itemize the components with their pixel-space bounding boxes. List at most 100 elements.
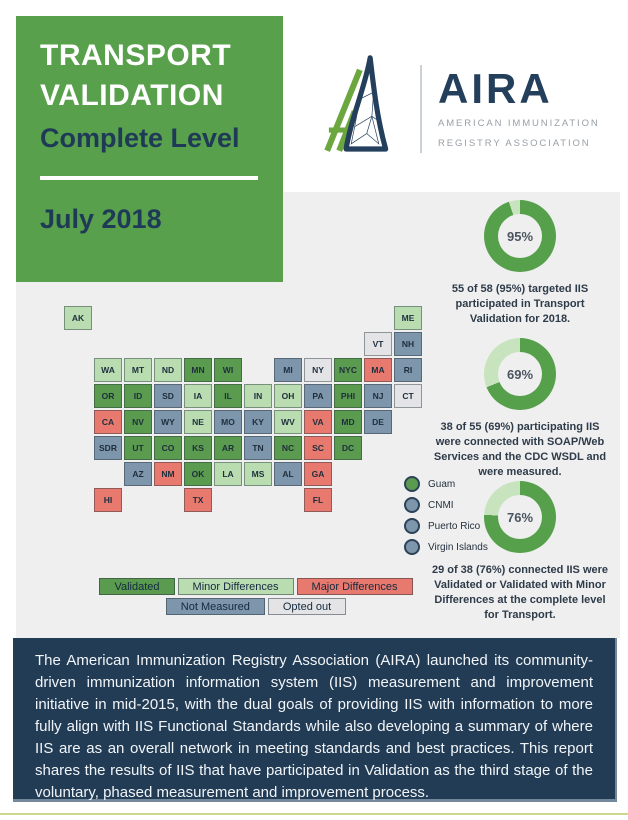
territory-label: Puerto Rico	[428, 520, 481, 532]
map-state-co: CO	[154, 436, 182, 460]
map-state-wv: WV	[274, 410, 302, 434]
donut-chart-validated: 76%	[484, 481, 556, 553]
map-state-nj: NJ	[364, 384, 392, 408]
map-state-sd: SD	[154, 384, 182, 408]
intro-paragraph: The American Immunization Registry Assoc…	[35, 652, 593, 801]
map-state-ca: CA	[94, 410, 122, 434]
stat-caption-participation: 55 of 58 (95%) targeted IIS participated…	[451, 283, 589, 325]
map-state-ne: NE	[184, 410, 212, 434]
map-state-phi: PHI	[334, 384, 362, 408]
stat-caption-connected: 38 of 55 (69%) participating IIS were co…	[433, 421, 607, 478]
map-state-la: LA	[214, 462, 242, 486]
donut-percent-label: 76%	[506, 509, 534, 525]
map-state-ar: AR	[214, 436, 242, 460]
map-state-tn: TN	[244, 436, 272, 460]
map-state-oh: OH	[274, 384, 302, 408]
map-state-ks: KS	[184, 436, 212, 460]
map-state-fl: FL	[304, 488, 332, 512]
map-state-wi: WI	[214, 358, 242, 382]
title-block: TRANSPORT VALIDATION Complete Level July…	[16, 16, 283, 282]
map-state-nv: NV	[124, 410, 152, 434]
map-state-sdr: SDR	[94, 436, 122, 460]
legend-chip-major: Major Differences	[296, 578, 413, 595]
map-state-pa: PA	[304, 384, 332, 408]
map-state-il: IL	[214, 384, 242, 408]
page-title-line2: VALIDATION	[40, 79, 224, 112]
map-state-hi: HI	[94, 488, 122, 512]
donut-chart-connected: 69%	[484, 338, 556, 410]
map-state-ky: KY	[244, 410, 272, 434]
territory-row-puerto-rico: Puerto Rico	[404, 518, 488, 534]
map-state-ak: AK	[64, 306, 92, 330]
legend-chip-not_measured: Not Measured	[165, 598, 265, 615]
territory-status-dot	[404, 497, 420, 513]
territory-row-virgin-islands: Virgin Islands	[404, 539, 488, 555]
aira-logo-icon	[322, 52, 408, 165]
territory-status-dot	[404, 476, 420, 492]
aira-logo: AIRA AMERICAN IMMUNIZATION REGISTRY ASSO…	[322, 52, 600, 165]
map-state-mo: MO	[214, 410, 242, 434]
logo-text-block: AIRA AMERICAN IMMUNIZATION REGISTRY ASSO…	[438, 64, 600, 151]
map-state-mt: MT	[124, 358, 152, 382]
map-state-sc: SC	[304, 436, 332, 460]
map-state-de: DE	[364, 410, 392, 434]
map-state-ri: RI	[394, 358, 422, 382]
donut-percent-label: 95%	[506, 228, 534, 244]
territory-label: Guam	[428, 478, 456, 490]
page-title-line1: TRANSPORT	[40, 39, 232, 72]
map-state-or: OR	[94, 384, 122, 408]
bottom-accent-line	[0, 813, 628, 815]
territory-row-guam: Guam	[404, 476, 488, 492]
map-state-md: MD	[334, 410, 362, 434]
map-state-wy: WY	[154, 410, 182, 434]
legend-chip-opted_out: Opted out	[267, 598, 347, 615]
map-state-vt: VT	[364, 332, 392, 356]
territory-status-dot	[404, 539, 420, 555]
territory-legend: Guam CNMI Puerto Rico Virgin Islands	[404, 476, 488, 560]
stat-caption-validated: 29 of 38 (76%) connected IIS were Valida…	[431, 564, 609, 621]
map-state-ia: IA	[184, 384, 212, 408]
logo-divider	[420, 64, 422, 153]
map-state-wa: WA	[94, 358, 122, 382]
map-state-nd: ND	[154, 358, 182, 382]
map-state-mi: MI	[274, 358, 302, 382]
logo-org-line2: REGISTRY ASSOCIATION	[438, 137, 591, 149]
map-legend: Validated Minor Differences Major Differen…	[88, 578, 424, 615]
logo-wordmark: AIRA	[438, 64, 553, 112]
map-state-in: IN	[244, 384, 272, 408]
map-state-va: VA	[304, 410, 332, 434]
map-state-ny: NY	[304, 358, 332, 382]
territory-status-dot	[404, 518, 420, 534]
territory-label: CNMI	[428, 499, 454, 511]
stat-connected: 69% 38 of 55 (69%) participating IIS wer…	[430, 338, 610, 480]
territory-row-cnmi: CNMI	[404, 497, 488, 513]
map-state-nh: NH	[394, 332, 422, 356]
territory-label: Virgin Islands	[428, 541, 488, 553]
map-state-ms: MS	[244, 462, 272, 486]
map-state-nc: NC	[274, 436, 302, 460]
report-date: July 2018	[40, 204, 162, 234]
stat-validated: 76% 29 of 38 (76%) connected IIS were Va…	[430, 481, 610, 623]
page-subtitle: Complete Level	[40, 123, 240, 153]
us-validation-map: AK ME VT NH WA MT ND MN WI MI NY NYC MA RI OR ID SD IA IL I…	[64, 306, 430, 518]
map-state-ok: OK	[184, 462, 212, 486]
map-state-id: ID	[124, 384, 152, 408]
map-state-dc: DC	[334, 436, 362, 460]
map-state-nyc: NYC	[334, 358, 362, 382]
donut-chart-participation: 95%	[484, 200, 556, 272]
map-state-al: AL	[274, 462, 302, 486]
map-state-nm: NM	[154, 462, 182, 486]
map-state-ut: UT	[124, 436, 152, 460]
stat-participation: 95% 55 of 58 (95%) targeted IIS particip…	[430, 200, 610, 327]
map-state-ma: MA	[364, 358, 392, 382]
legend-chip-validated: Validated	[99, 578, 175, 595]
intro-text-box: The American Immunization Registry Assoc…	[13, 638, 617, 802]
map-state-ga: GA	[304, 462, 332, 486]
logo-org-line1: AMERICAN IMMUNIZATION	[438, 117, 600, 129]
legend-chip-minor: Minor Differences	[177, 578, 294, 595]
map-state-me: ME	[394, 306, 422, 330]
map-state-tx: TX	[184, 488, 212, 512]
map-state-ct: CT	[394, 384, 422, 408]
map-state-az: AZ	[124, 462, 152, 486]
title-divider	[40, 176, 258, 180]
